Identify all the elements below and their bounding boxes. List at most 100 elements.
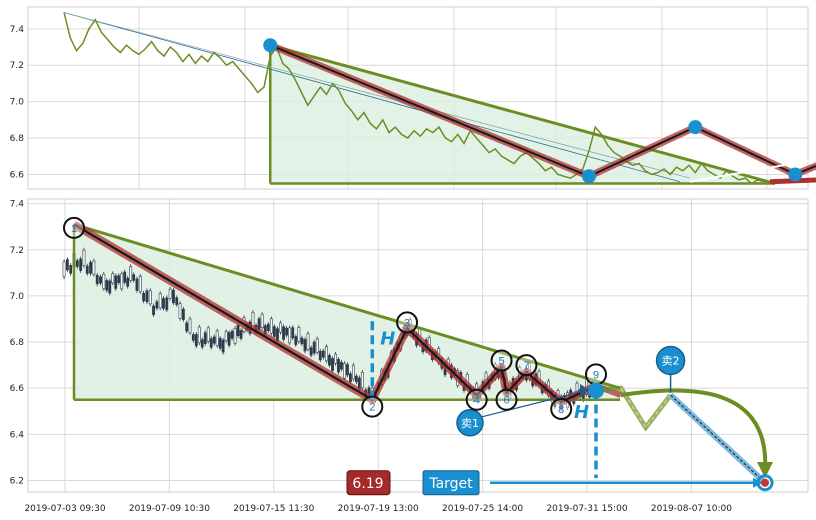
sell1-pointer-line	[481, 389, 587, 418]
wave-point-marker-2	[361, 395, 384, 418]
candle-body	[282, 326, 285, 340]
candle-body	[188, 318, 192, 334]
candle-body	[165, 297, 169, 311]
candle-body	[191, 334, 195, 341]
candle-body	[340, 361, 343, 370]
candle-body	[120, 273, 124, 290]
target-badge	[422, 470, 480, 496]
candle-body	[75, 260, 79, 267]
wave-point-label-1: 1	[71, 223, 77, 235]
candle-body	[194, 334, 198, 347]
candle-body	[279, 322, 282, 333]
top-wave-tail	[769, 177, 816, 185]
bottom-xtick-label: 2019-07-15 11:30	[233, 504, 314, 514]
candle-body	[108, 280, 112, 294]
candle-body	[349, 373, 352, 383]
top-price-line	[63, 12, 765, 185]
wave-point-marker-1	[63, 216, 85, 239]
candle-body	[181, 308, 185, 320]
candle-body	[236, 325, 240, 336]
candle-body	[95, 274, 99, 285]
top-wave-line	[269, 44, 816, 178]
candle-body	[324, 346, 328, 362]
candle-body	[138, 275, 142, 293]
candle-body	[126, 277, 130, 287]
candle-body	[285, 327, 289, 336]
top-ytick-label: 6.6	[10, 170, 25, 180]
bottom-panel: 6.2 6.4 6.6 6.8 7.0 7.2 7.4 2019-07-03 09:30 201…	[10, 198, 809, 514]
target-value-badge	[346, 470, 391, 496]
candle-body	[230, 331, 234, 339]
candle-body	[200, 339, 204, 348]
candle-body	[300, 337, 304, 345]
wave-point-label-9: 9	[593, 369, 599, 381]
candle-body	[145, 290, 149, 303]
candle-body	[123, 271, 127, 283]
target-point-ring	[756, 474, 774, 492]
projection-zigzag-dash	[620, 387, 672, 429]
wave-point-marker-8	[550, 397, 573, 420]
candle-body	[337, 359, 340, 373]
candle-body	[331, 358, 334, 371]
candle-body	[266, 323, 270, 331]
target-value-label: 6.19	[352, 476, 383, 492]
wave-point-label-3: 3	[404, 317, 410, 329]
bottom-ytick-label: 6.8	[10, 338, 25, 348]
candle-body	[82, 249, 86, 266]
top-ytick-label: 7.2	[10, 61, 24, 71]
bottom-ytick-label: 7.2	[10, 246, 24, 256]
top-trend-line-2	[63, 12, 691, 179]
height-label-left: H	[380, 328, 395, 349]
sell1-pointer-arrowhead	[580, 383, 589, 398]
candle-body	[288, 327, 292, 344]
bottom-xtick-label: 2019-07-19 13:00	[338, 504, 419, 514]
candle-body	[114, 275, 118, 289]
candle-body	[318, 350, 322, 361]
sell1-wave-dot	[588, 382, 604, 399]
candle-body	[175, 297, 179, 305]
candle-body	[129, 266, 133, 281]
bottom-ytick-label: 6.6	[10, 384, 25, 394]
top-pivot-dot	[263, 38, 278, 53]
bottom-ytick-label: 6.4	[10, 430, 25, 440]
candle-body	[351, 364, 355, 380]
candle-body	[321, 350, 325, 358]
candle-body	[62, 261, 66, 278]
candle-body	[312, 341, 316, 354]
candle-body	[346, 364, 349, 376]
candle-body	[306, 333, 310, 350]
candle-body	[185, 322, 189, 332]
top-ytick-label: 6.8	[10, 134, 25, 144]
candle-body	[155, 301, 159, 309]
wave-point-label-7: 7	[523, 360, 529, 372]
candle-body	[65, 259, 69, 271]
bottom-ytick-label: 6.2	[10, 476, 24, 486]
candle-body	[239, 330, 243, 339]
candle-body	[334, 353, 337, 364]
candle-body	[257, 318, 261, 330]
candle-body	[117, 275, 121, 283]
candle-body	[221, 339, 225, 353]
candle-body	[85, 265, 89, 274]
candle-body	[69, 265, 73, 274]
candle-body	[212, 336, 216, 344]
projection-curve	[620, 388, 768, 472]
candle-body	[297, 327, 301, 342]
candle-body	[209, 338, 213, 348]
candle-body	[272, 326, 276, 337]
candle-body	[152, 305, 155, 315]
bottom-xtick-label: 2019-07-09 10:30	[129, 504, 210, 514]
wave-point-label-5: 5	[498, 355, 504, 367]
top-triangle-upper-edge	[269, 43, 776, 185]
candle-body	[227, 332, 231, 346]
top-ytick-label: 7.4	[10, 25, 25, 35]
candle-body	[233, 328, 237, 344]
candle-body	[291, 327, 295, 339]
candle-body	[132, 274, 136, 281]
candle-body	[203, 332, 207, 344]
top-ytick-label: 7.0	[10, 98, 25, 108]
bottom-triangle-upper-edge	[73, 222, 621, 390]
candle-body	[92, 260, 96, 275]
candle-body	[343, 363, 346, 379]
candle-body	[354, 375, 358, 383]
